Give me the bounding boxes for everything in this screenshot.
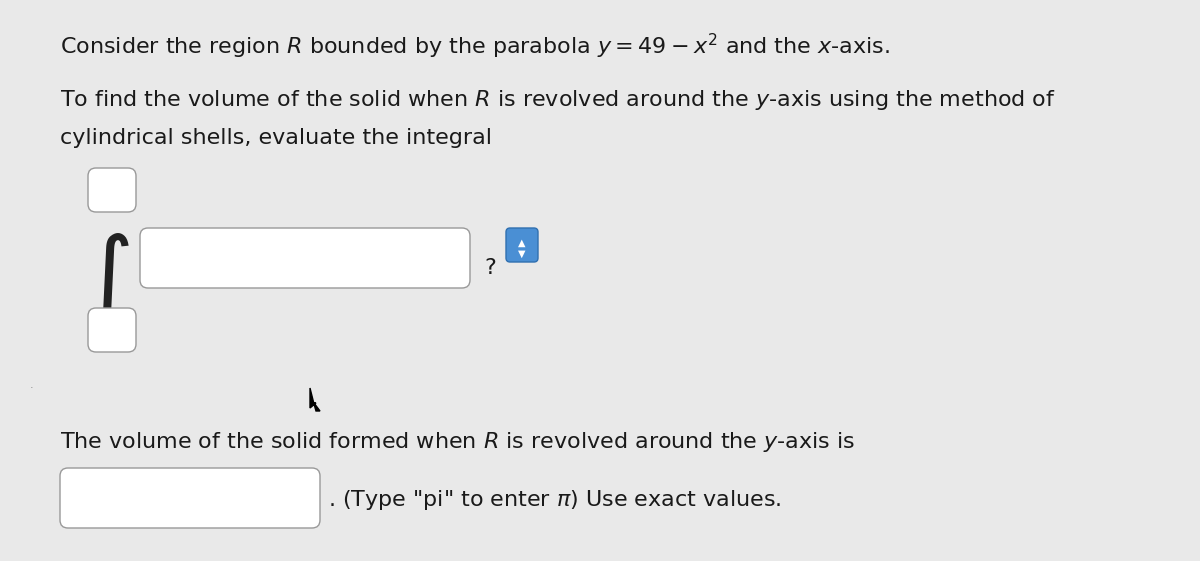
Polygon shape [310,388,320,411]
FancyBboxPatch shape [88,308,136,352]
Text: The volume of the solid formed when $R$ is revolved around the $y$-axis is: The volume of the solid formed when $R$ … [60,430,856,454]
FancyBboxPatch shape [60,468,320,528]
Text: $\int$: $\int$ [82,231,130,329]
FancyBboxPatch shape [88,168,136,212]
Text: Consider the region $R$ bounded by the parabola $y = 49 - x^2$ and the $x$-axis.: Consider the region $R$ bounded by the p… [60,32,890,61]
Text: ▼: ▼ [518,249,526,259]
FancyBboxPatch shape [506,228,538,262]
Text: ▲: ▲ [518,238,526,248]
Text: . (Type "pi" to enter $\pi$) Use exact values.: . (Type "pi" to enter $\pi$) Use exact v… [328,488,781,512]
Text: .: . [30,380,34,390]
FancyBboxPatch shape [140,228,470,288]
Text: To find the volume of the solid when $R$ is revolved around the $y$-axis using t: To find the volume of the solid when $R$… [60,88,1056,112]
Text: cylindrical shells, evaluate the integral: cylindrical shells, evaluate the integra… [60,128,492,148]
Text: ?: ? [484,258,496,278]
